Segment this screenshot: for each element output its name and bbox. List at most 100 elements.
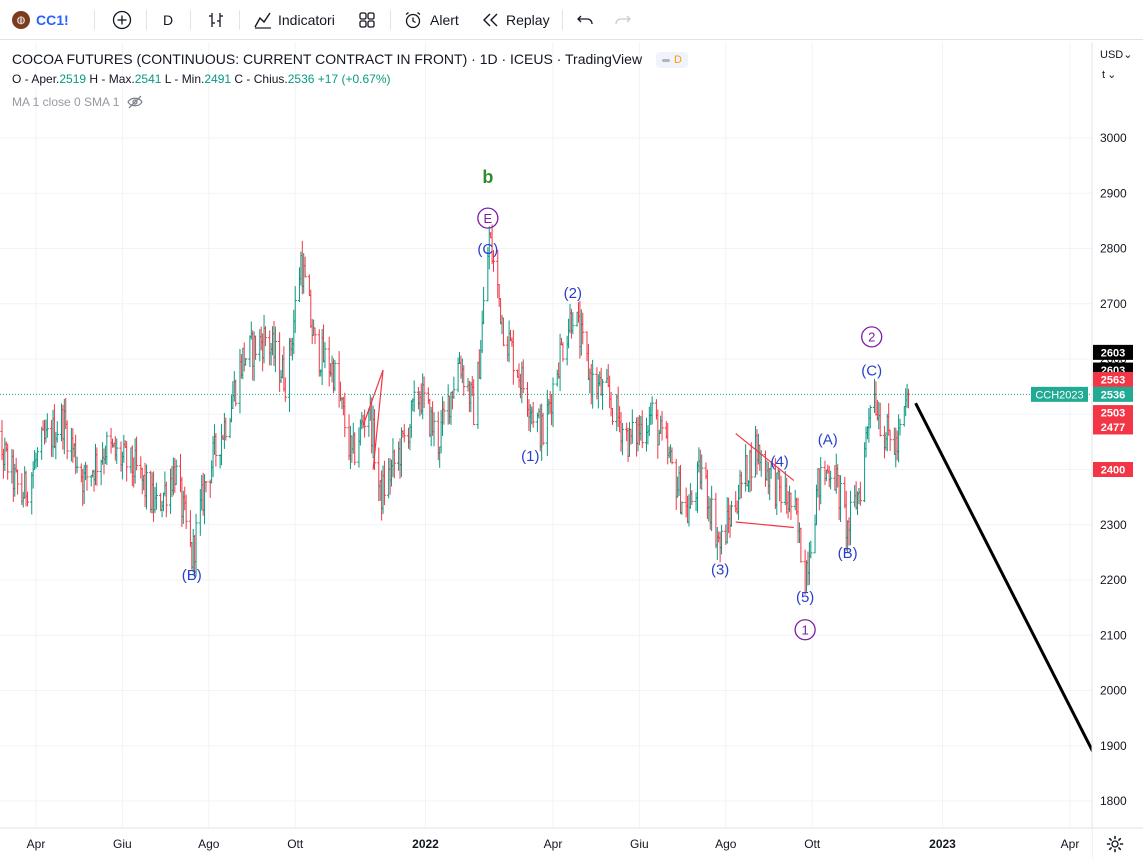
replay-button[interactable]: Replay	[482, 0, 550, 40]
wave-label: (A)	[818, 432, 838, 449]
price-tick-label: 2800	[1100, 242, 1127, 256]
price-marker-label: 2603	[1101, 347, 1125, 359]
indicators-button[interactable]: Indicatori	[253, 0, 335, 40]
price-marker-label: 2563	[1101, 374, 1125, 386]
close-value: 2536	[287, 72, 315, 86]
price-tick-label: 2000	[1100, 684, 1127, 698]
wave-label: (C)	[477, 241, 498, 258]
wave-label: (4)	[770, 454, 788, 471]
alert-icon	[405, 11, 421, 29]
price-axis[interactable]: 1800190020002100220023002400250026002700…	[1091, 42, 1143, 859]
price-tick-label: 2300	[1100, 518, 1127, 532]
session-badge[interactable]: D	[655, 52, 688, 69]
redo-button[interactable]	[614, 0, 632, 40]
wave-label: (B)	[182, 567, 202, 584]
price-axis-bg	[1092, 42, 1143, 828]
wave-label: b	[482, 167, 493, 187]
toolbar-divider	[146, 10, 147, 30]
unit-selector[interactable]: t ⌄	[1102, 68, 1116, 81]
plus-circle-icon	[112, 10, 132, 30]
wave-label: E	[484, 211, 493, 226]
time-axis[interactable]: Apr Giu Ago Ott 2022 Apr Giu Ago Ott 2023 Apr	[0, 827, 1143, 859]
price-marker-box	[1093, 462, 1133, 477]
pattern-trendline	[372, 369, 384, 470]
projection-line	[914, 402, 1096, 755]
unit-label: t	[1102, 69, 1106, 81]
close-label: C - Chius.	[234, 72, 288, 86]
price-marker-box	[1093, 371, 1133, 387]
pattern-trendline	[362, 369, 384, 426]
price-marker-box	[1093, 405, 1133, 421]
price-chart[interactable]: b E (C) (B) (2) (1) (3) (A) (4) (5) 1 (B) 2 (C) 1800 1…	[0, 42, 1143, 859]
open-label: O - Aper.	[12, 72, 60, 86]
time-tick-label: Ott	[287, 837, 304, 851]
ohlc-values: O - Aper.2519 H - Max.2541 L - Min.2491 …	[12, 72, 391, 86]
price-tick-label: 2700	[1100, 297, 1127, 311]
time-tick-label: 2022	[412, 837, 439, 851]
wave-label: (5)	[796, 589, 814, 606]
wave-label: 2	[868, 330, 875, 345]
time-tick-label: Ago	[715, 837, 737, 851]
templates-icon	[359, 12, 375, 28]
pattern-trendline	[735, 521, 794, 529]
wave-label: 1	[802, 622, 809, 637]
symbol-label: CC1!	[36, 12, 69, 28]
replay-label: Replay	[506, 12, 550, 28]
undo-button[interactable]	[576, 0, 594, 40]
ma-label: MA 1 close 0 SMA 1	[12, 95, 120, 109]
alert-label: Alert	[430, 12, 459, 28]
toolbar-divider	[190, 10, 191, 30]
templates-button[interactable]	[357, 0, 377, 40]
currency-label: USD	[1100, 49, 1124, 61]
replay-icon	[483, 13, 498, 27]
trendlines	[362, 369, 1096, 755]
time-tick-label: Giu	[630, 837, 649, 851]
bar-chart-type-icon	[209, 13, 223, 27]
ma-indicator-legend[interactable]: MA 1 close 0 SMA 1	[12, 95, 144, 109]
currency-selector[interactable]: USD⌄	[1100, 48, 1132, 61]
wave-circle	[477, 207, 499, 229]
price-marker-box	[1093, 419, 1133, 435]
price-marker-label: 2503	[1101, 408, 1125, 420]
toolbar-divider	[239, 10, 240, 30]
wave-label: (3)	[711, 561, 729, 578]
wave-circle	[794, 619, 816, 641]
symbol-search[interactable]: ◍ CC1!	[12, 0, 69, 40]
wave-label: (1)	[521, 448, 539, 465]
time-tick-label: Ott	[804, 837, 821, 851]
wave-circle	[861, 326, 883, 348]
price-marker-box	[1093, 344, 1133, 360]
indicators-label: Indicatori	[278, 12, 335, 28]
wave-label: (B)	[838, 545, 858, 562]
price-tick-label: 1800	[1100, 794, 1127, 808]
price-tick-label: 2100	[1100, 628, 1127, 642]
price-tick-label: 3000	[1100, 131, 1127, 145]
time-tick-label: Giu	[113, 837, 132, 851]
eye-hidden-icon[interactable]	[127, 95, 144, 109]
undo-icon	[577, 15, 593, 25]
wave-labels: b E (C) (B) (2) (1) (3) (A) (4) (5) 1 (B) 2 (C)	[182, 167, 883, 641]
pattern-trendline	[735, 433, 795, 482]
high-label: H - Max.	[89, 72, 135, 86]
toolbar-divider	[94, 10, 95, 30]
interval-button[interactable]: D	[163, 0, 173, 40]
chart-legend-title[interactable]: COCOA FUTURES (CONTINUOUS: CURRENT CONTR…	[12, 51, 688, 69]
wave-label: (2)	[564, 285, 582, 302]
low-label: L - Min.	[164, 72, 205, 86]
toolbar-divider	[390, 10, 391, 30]
price-marker-box	[1093, 386, 1133, 402]
time-tick-label: 2023	[929, 837, 956, 851]
alert-button[interactable]: Alert	[403, 0, 459, 40]
dash-icon	[661, 58, 670, 62]
price-tick-label: 1900	[1100, 739, 1127, 753]
chart-type-button[interactable]	[206, 0, 226, 40]
price-marker-label: 2477	[1101, 422, 1125, 434]
chart-grid	[0, 42, 1092, 828]
interval-label: D	[163, 12, 174, 28]
gear-icon[interactable]	[1106, 835, 1124, 853]
symbol-description: COCOA FUTURES (CONTINUOUS: CURRENT CONTR…	[12, 51, 643, 67]
change-value: +17 (+0.67%)	[317, 72, 391, 86]
time-tick-label: Apr	[27, 837, 46, 851]
compare-button[interactable]	[112, 0, 132, 40]
